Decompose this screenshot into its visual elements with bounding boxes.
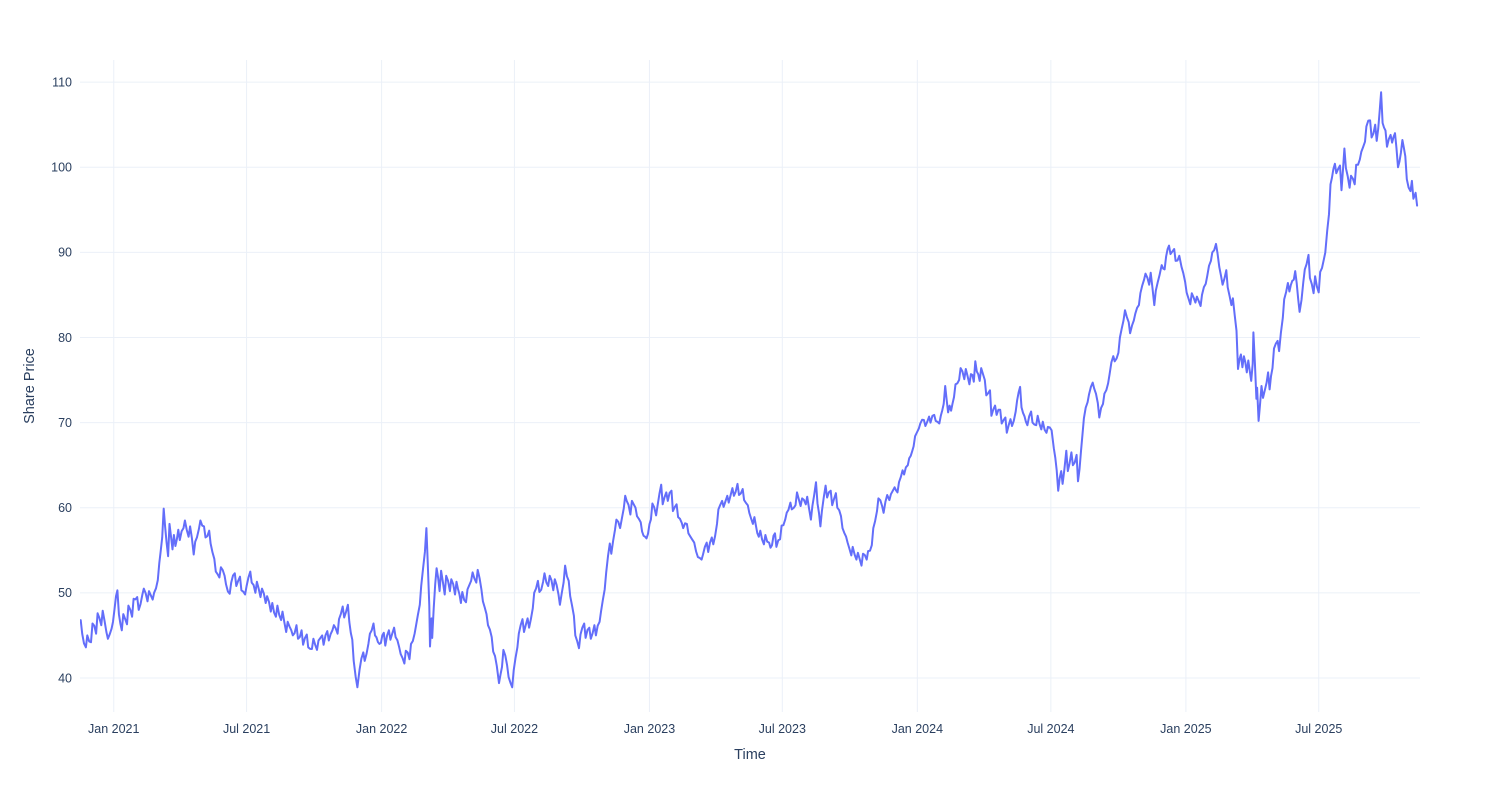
y-tick-label: 40 <box>58 671 72 685</box>
x-axis-tick-labels: Jan 2021 Jul 2021 Jan 2022 Jul 2022 Jan 2023… <box>88 722 1342 736</box>
horizontal-gridlines <box>80 81 1420 679</box>
x-axis-title: Time <box>734 747 766 763</box>
y-tick-label: 60 <box>58 501 72 515</box>
y-tick-label: 70 <box>58 416 72 430</box>
vertical-gridlines <box>113 60 1320 712</box>
y-tick-label: 90 <box>58 246 72 260</box>
x-tick-label: Jan 2021 <box>88 722 139 736</box>
x-tick-label: Jul 2021 <box>223 722 270 736</box>
x-tick-label: Jan 2025 <box>1160 722 1211 736</box>
y-axis-tick-labels: 40 50 60 70 80 90 100 110 <box>51 75 72 685</box>
y-tick-label: 80 <box>58 331 72 345</box>
plot-background <box>80 60 1420 712</box>
x-tick-label: Jan 2024 <box>892 722 943 736</box>
x-tick-label: Jan 2022 <box>356 722 407 736</box>
y-tick-label: 100 <box>51 161 72 175</box>
x-tick-label: Jul 2024 <box>1027 722 1074 736</box>
price-line <box>80 91 1419 689</box>
x-tick-label: Jan 2023 <box>624 722 675 736</box>
x-tick-label: Jul 2022 <box>491 722 538 736</box>
x-tick-label: Jul 2025 <box>1295 722 1342 736</box>
x-tick-label: Jul 2023 <box>759 722 806 736</box>
y-tick-label: 110 <box>52 75 72 89</box>
y-tick-label: 50 <box>58 586 72 600</box>
y-axis-title: Share Price <box>22 348 38 424</box>
